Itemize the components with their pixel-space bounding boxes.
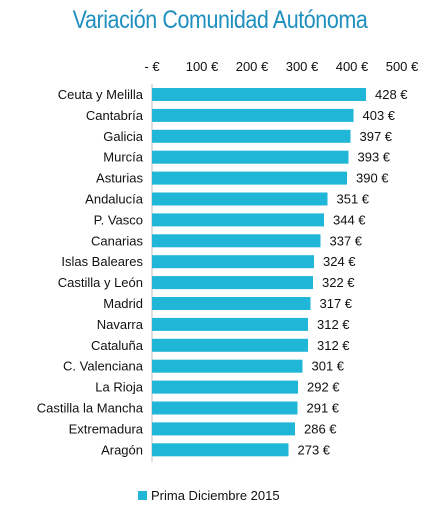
x-tick-label: 100 €: [186, 59, 219, 74]
category-label: Galicia: [103, 129, 144, 144]
data-label: 344 €: [333, 212, 366, 227]
category-label: P. Vasco: [94, 212, 143, 227]
bar: [152, 88, 366, 101]
bar: [152, 297, 311, 310]
bar: [152, 380, 298, 394]
bar: [152, 150, 349, 164]
x-tick-label: - €: [144, 59, 160, 74]
data-label: 428 €: [375, 87, 408, 102]
data-label: 286 €: [304, 421, 337, 436]
category-label: C. Valenciana: [63, 359, 144, 374]
data-label: 312 €: [317, 338, 350, 353]
data-label: 397 €: [360, 129, 393, 144]
data-label: 393 €: [358, 150, 391, 165]
x-tick-label: 300 €: [286, 59, 319, 74]
data-label: 337 €: [330, 233, 363, 248]
category-label: Aragón: [101, 442, 143, 457]
category-label: Castilla y León: [58, 275, 143, 290]
data-label: 291 €: [307, 401, 340, 416]
legend-label: Prima Diciembre 2015: [151, 488, 280, 503]
category-label: Islas Baleares: [61, 254, 143, 269]
data-label: 301 €: [312, 359, 345, 374]
bar: [152, 422, 295, 436]
bars: [152, 88, 366, 457]
data-label: 292 €: [307, 380, 340, 395]
category-label: Ceuta y Melilla: [58, 87, 144, 102]
category-label: Andalucía: [85, 192, 144, 207]
bar: [152, 108, 354, 122]
bar: [152, 317, 308, 331]
category-label: La Rioja: [95, 380, 143, 395]
category-label: Madrid: [103, 296, 143, 311]
data-label: 273 €: [298, 442, 331, 457]
bar: [152, 213, 324, 227]
bar: [152, 338, 308, 352]
bar: [152, 359, 303, 373]
category-label: Cantabría: [86, 108, 144, 123]
x-tick-label: 500 €: [386, 59, 419, 74]
legend-swatch: [138, 491, 147, 500]
category-label: Murcía: [103, 150, 144, 165]
x-tick-label: 200 €: [236, 59, 269, 74]
x-axis-ticks: - € 100 € 200 € 300 € 400 € 500 €: [144, 59, 419, 74]
bar: [152, 255, 314, 269]
data-labels: 428 € 403 € 397 € 393 € 390 € 351 € 344 € 337 €…: [298, 87, 409, 457]
data-label: 351 €: [337, 192, 370, 207]
category-label: Castilla la Mancha: [37, 401, 144, 416]
data-label: 317 €: [320, 296, 353, 311]
category-label: Canarias: [91, 233, 144, 248]
bar: [152, 401, 298, 415]
bar: [152, 171, 347, 185]
data-label: 324 €: [323, 254, 356, 269]
bar: [152, 443, 289, 457]
bar: [152, 129, 351, 143]
bar: [152, 234, 321, 248]
data-label: 312 €: [317, 317, 350, 332]
legend: Prima Diciembre 2015: [138, 488, 280, 503]
category-label: Cataluña: [91, 338, 144, 353]
data-label: 322 €: [322, 275, 355, 290]
category-label: Extremadura: [69, 421, 144, 436]
category-label: Asturias: [96, 171, 143, 186]
bar: [152, 192, 328, 206]
category-label: Navarra: [97, 317, 144, 332]
chart-title: Variación Comunidad Autónoma: [72, 6, 368, 34]
data-label: 403 €: [363, 108, 396, 123]
category-labels: Ceuta y Melilla Cantabría Galicia Murcía Ast…: [37, 87, 144, 457]
x-tick-label: 400 €: [336, 59, 369, 74]
bar: [152, 276, 313, 290]
data-label: 390 €: [356, 171, 389, 186]
